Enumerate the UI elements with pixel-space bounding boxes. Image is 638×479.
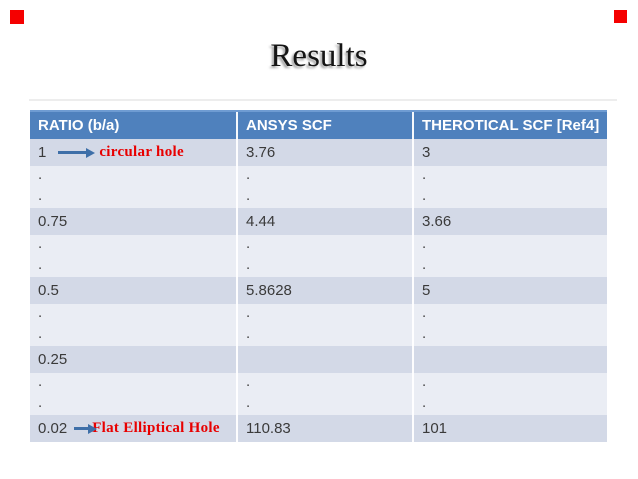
column-header: ANSYS SCF (236, 112, 412, 139)
dots-cell: . (412, 235, 607, 256)
table-cell (236, 346, 412, 373)
dots-cell: . (412, 373, 607, 394)
dots-cell: . (412, 256, 607, 277)
results-table: RATIO (b/a) ANSYS SCF THEROTICAL SCF [Ref4… (30, 110, 607, 442)
column-header: RATIO (b/a) (38, 117, 120, 134)
table-cell: 110.83 (236, 415, 412, 442)
table-row: 1 circular hole 3.76 3 (30, 139, 607, 166)
page-title: Results (270, 38, 368, 74)
table-cell (412, 346, 607, 373)
table-cell: 0.75 (38, 213, 68, 230)
corner-marker-left-icon (10, 10, 24, 24)
hole-type-label: Flat Elliptical Hole (92, 420, 220, 436)
arrow-icon (74, 423, 98, 434)
dots-cell: . (236, 304, 412, 325)
dots-cell: . (412, 166, 607, 187)
dots-cell: . (38, 235, 43, 252)
dots-cell: . (38, 304, 43, 321)
dots-row: ... (30, 394, 607, 415)
table-row: 0.02 Flat Elliptical Hole 110.83 101 (30, 415, 607, 442)
dots-cell: . (38, 166, 43, 183)
dots-cell: . (412, 394, 607, 415)
arrow-head-icon (86, 147, 96, 158)
table-row: 0.75 4.44 3.66 (30, 208, 607, 235)
dots-row: ... (30, 166, 607, 187)
dots-cell: . (38, 187, 43, 204)
table-cell: 0.5 (38, 282, 59, 299)
ratio-value: 1 (38, 144, 47, 161)
dots-cell: . (236, 187, 412, 208)
divider-line (29, 99, 617, 101)
table-cell: 3 (412, 139, 607, 166)
table-header-row: RATIO (b/a) ANSYS SCF THEROTICAL SCF [Ref4… (30, 110, 607, 139)
ratio-value: 0.02 (38, 420, 68, 437)
table-cell: 3.66 (412, 208, 607, 235)
dots-cell: . (412, 187, 607, 208)
arrow-icon (58, 147, 96, 158)
dots-cell: . (236, 256, 412, 277)
dots-cell: . (38, 373, 43, 390)
dots-row: ... (30, 304, 607, 325)
dots-cell: . (38, 394, 43, 411)
dots-cell: . (236, 394, 412, 415)
dots-cell: . (412, 304, 607, 325)
dots-cell: . (236, 235, 412, 256)
table-cell: 4.44 (236, 208, 412, 235)
table-cell: 0.02 Flat Elliptical Hole (30, 415, 236, 442)
table-cell: 101 (412, 415, 607, 442)
dots-cell: . (412, 325, 607, 346)
table-cell: 0.25 (38, 351, 68, 368)
table-cell: 1 circular hole (30, 139, 236, 166)
table-row: 0.25 (30, 346, 607, 373)
dots-row: ... (30, 235, 607, 256)
dots-cell: . (236, 166, 412, 187)
table-row: 0.5 5.8628 5 (30, 277, 607, 304)
dots-cell: . (38, 325, 43, 342)
table-cell: 5 (412, 277, 607, 304)
dots-cell: . (236, 373, 412, 394)
dots-row: ... (30, 187, 607, 208)
dots-row: ... (30, 256, 607, 277)
dots-row: ... (30, 373, 607, 394)
corner-marker-right-icon (614, 10, 627, 23)
hole-type-label: circular hole (99, 144, 184, 160)
arrow-head-icon (88, 423, 98, 434)
dots-cell: . (236, 325, 412, 346)
dots-cell: . (38, 256, 43, 273)
table-body: 1 circular hole 3.76 3...... 0.75 4.44 3.66...… (30, 139, 607, 442)
table-cell: 5.8628 (236, 277, 412, 304)
table-cell: 3.76 (236, 139, 412, 166)
dots-row: ... (30, 325, 607, 346)
column-header: THEROTICAL SCF [Ref4] (412, 112, 607, 139)
